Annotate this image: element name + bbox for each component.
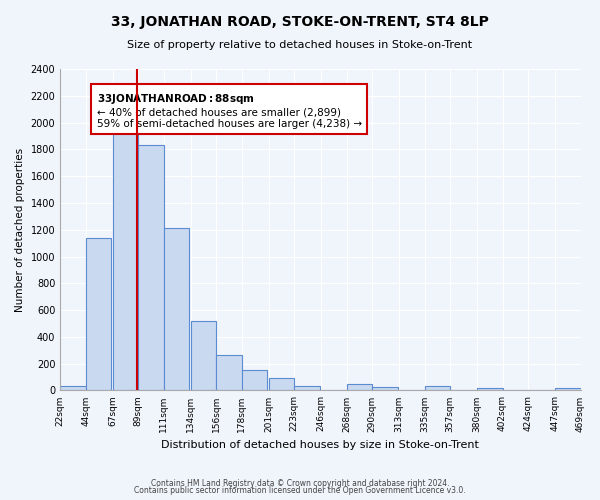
Bar: [477, 388, 503, 390]
Bar: [138, 146, 164, 390]
Bar: [269, 378, 294, 390]
Text: Size of property relative to detached houses in Stoke-on-Trent: Size of property relative to detached ho…: [127, 40, 473, 50]
Text: $\bf{33 JONATHAN ROAD: 88sqm}$
← 40% of detached houses are smaller (2,899)
59% : $\bf{33 JONATHAN ROAD: 88sqm}$ ← 40% of …: [97, 92, 362, 128]
Bar: [242, 370, 268, 390]
Y-axis label: Number of detached properties: Number of detached properties: [15, 148, 25, 312]
Bar: [86, 238, 112, 390]
Text: 33, JONATHAN ROAD, STOKE-ON-TRENT, ST4 8LP: 33, JONATHAN ROAD, STOKE-ON-TRENT, ST4 8…: [111, 15, 489, 29]
Bar: [164, 228, 190, 390]
Bar: [347, 384, 372, 390]
Bar: [425, 386, 450, 390]
Text: Contains public sector information licensed under the Open Government Licence v3: Contains public sector information licen…: [134, 486, 466, 495]
Bar: [555, 388, 581, 390]
Bar: [60, 386, 86, 390]
Text: Contains HM Land Registry data © Crown copyright and database right 2024.: Contains HM Land Registry data © Crown c…: [151, 478, 449, 488]
Bar: [216, 355, 242, 390]
X-axis label: Distribution of detached houses by size in Stoke-on-Trent: Distribution of detached houses by size …: [161, 440, 479, 450]
Bar: [113, 130, 138, 390]
Bar: [372, 387, 398, 390]
Bar: [294, 386, 320, 390]
Bar: [191, 321, 216, 390]
